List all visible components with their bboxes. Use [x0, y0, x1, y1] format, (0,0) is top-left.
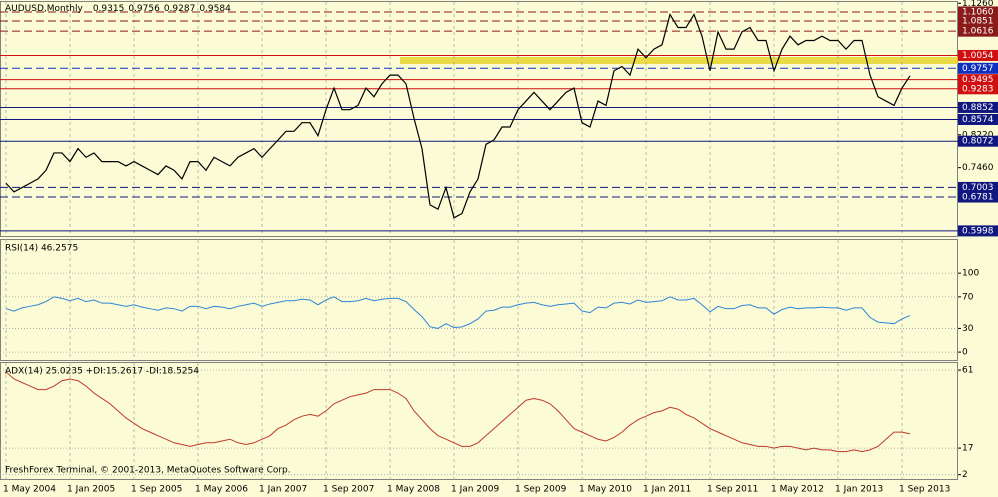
x-tick-label: 1 Jan 2011: [643, 485, 691, 495]
level-label: 0.8574: [962, 115, 994, 125]
indicator-title: RSI(14) 46.2575: [5, 244, 78, 254]
y-tick-label: 30: [962, 324, 974, 334]
level-label: 1.0851: [962, 16, 994, 26]
footer: FreshForex Terminal, © 2001-2013, MetaQu…: [5, 466, 291, 476]
level-label: 0.9495: [962, 75, 994, 85]
y-tick-label: 17: [962, 444, 973, 454]
level-label-box: [958, 25, 998, 37]
resistance-zone: [400, 57, 958, 64]
x-tick-label: 1 Jan 2007: [259, 485, 307, 495]
x-tick-label: 1 Sep 2009: [515, 485, 567, 495]
level-label-box: [958, 49, 998, 61]
y-tick-label: 1.1260: [962, 0, 994, 9]
level-label: 0.8852: [962, 103, 994, 113]
level-label-box: [958, 6, 998, 18]
indicator-line: [5, 296, 911, 329]
x-tick-label: 1 Sep 2005: [131, 485, 182, 495]
x-tick-label: 1 Sep 2007: [323, 485, 374, 495]
header-field: 0.9756: [128, 4, 160, 14]
x-tick-label: 1 Jan 2013: [835, 485, 883, 495]
header-field: 0.9315: [93, 4, 125, 14]
level-label: 0.9283: [962, 84, 994, 94]
adx-pane: [0, 362, 958, 480]
level-label-box: [958, 181, 998, 193]
x-tick-label: 1 May 2004: [3, 485, 56, 495]
level-label-box: [958, 135, 998, 147]
x-tick-label: 1 Jan 2009: [451, 485, 499, 495]
level-label-box: [958, 62, 998, 74]
y-tick-label: 100: [962, 269, 979, 279]
indicator-line: [5, 371, 911, 453]
y-tick-label: 0.7460: [962, 163, 994, 173]
header-field: 0.9287: [164, 4, 196, 14]
x-tick-label: 1 Jan 2005: [67, 485, 115, 495]
x-tick-label: 1 May 2008: [387, 485, 440, 495]
level-label-box: [958, 83, 998, 95]
level-label-box: [958, 101, 998, 113]
y-tick-label: 70: [962, 292, 974, 302]
level-label: 0.7003: [962, 183, 994, 193]
level-label: 0.9757: [962, 64, 994, 74]
level-label-box: [958, 113, 998, 125]
level-label: 0.5998: [962, 226, 994, 236]
rsi-pane: [0, 239, 958, 361]
x-tick-label: 1 May 2010: [579, 485, 632, 495]
level-label-box: [958, 225, 998, 237]
y-tick-label: 0.8220: [962, 130, 994, 140]
level-label-box: [958, 74, 998, 86]
symbol-header: AUDUSD,Monthly 0.9315 0.9756 0.9287 0.9584: [5, 4, 231, 14]
level-label: 0.8072: [962, 137, 994, 147]
level-label: 1.1060: [962, 7, 994, 17]
header-field: 0.9584: [199, 4, 231, 14]
level-label: 1.0054: [962, 51, 994, 61]
indicator-title: ADX(14) 25.0235 +DI:15.2617 -DI:18.5254: [5, 367, 199, 377]
x-tick-label: 1 May 2006: [195, 485, 248, 495]
level-label: 1.0616: [962, 27, 994, 37]
level-label-box: [958, 15, 998, 27]
labels-layer: 1 May 2004 1 Jan 2005 1 Sep 2005 1 May 2006…: [3, 0, 998, 495]
x-tick-label: 1 Sep 2013: [899, 485, 950, 495]
level-label-box: [958, 191, 998, 203]
y-tick-label: 2: [962, 470, 968, 480]
x-tick-label: 1 Sep 2011: [707, 485, 758, 495]
header-field: AUDUSD,Monthly: [5, 4, 83, 14]
level-label: 0.6781: [962, 193, 994, 203]
x-tick-label: 1 May 2012: [771, 485, 824, 495]
price-line: [5, 13, 911, 219]
marks-layer: [5, 13, 911, 453]
y-tick-label: 0: [962, 348, 968, 358]
y-tick-label: 61: [962, 366, 973, 376]
